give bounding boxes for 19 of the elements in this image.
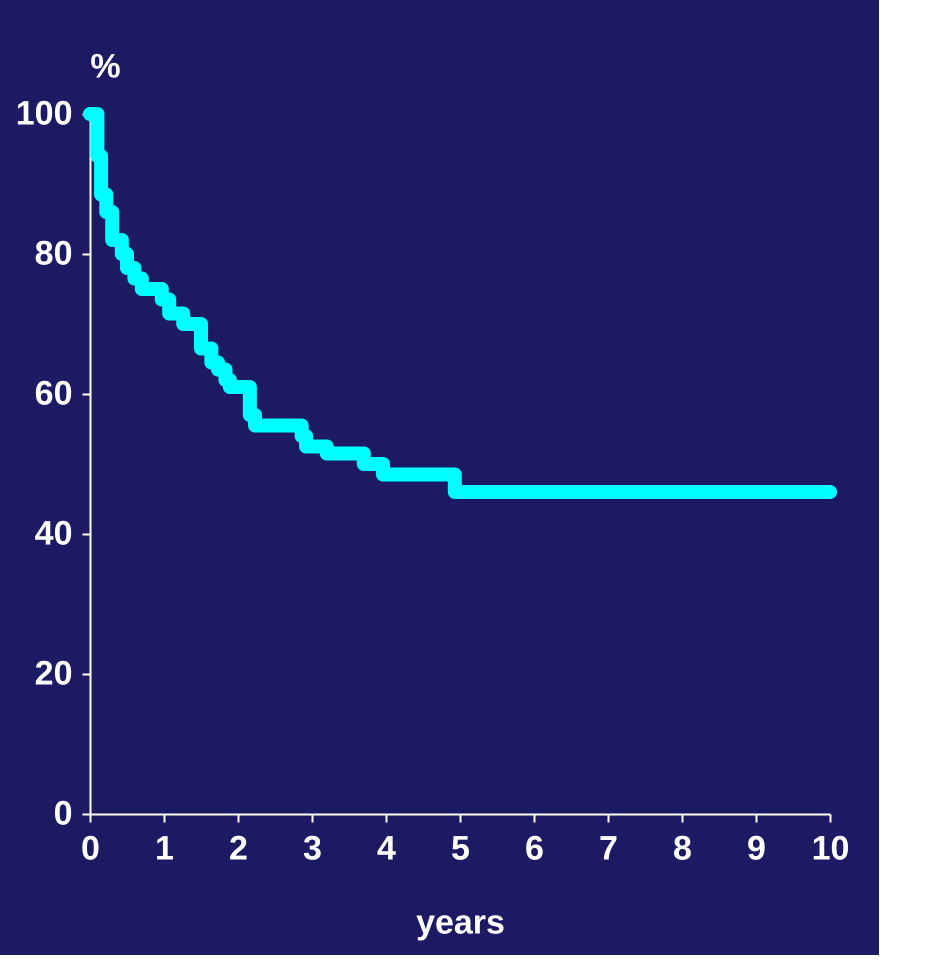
x-tick-label: 10 [812, 830, 850, 868]
y-tick-label: 100 [16, 94, 72, 132]
x-tick-label: 1 [155, 830, 174, 868]
x-tick-label: 9 [747, 830, 766, 868]
x-tick-label: 0 [81, 830, 100, 868]
y-tick-label: 20 [34, 654, 72, 692]
y-tick-label: 60 [34, 374, 72, 412]
x-axis-title: years [416, 904, 505, 942]
x-tick-label: 6 [525, 830, 544, 868]
y-tick-label: 80 [34, 234, 72, 272]
y-tick-label: 40 [34, 514, 72, 552]
x-tick-label: 3 [303, 830, 322, 868]
y-tick-label: 0 [54, 794, 72, 832]
x-tick-label: 7 [599, 830, 618, 868]
x-tick-label: 5 [451, 830, 470, 868]
x-tick-label: 2 [229, 830, 248, 868]
x-tick-label: 8 [673, 830, 692, 868]
x-tick-label: 4 [377, 830, 396, 868]
y-axis-title: % [90, 48, 121, 86]
